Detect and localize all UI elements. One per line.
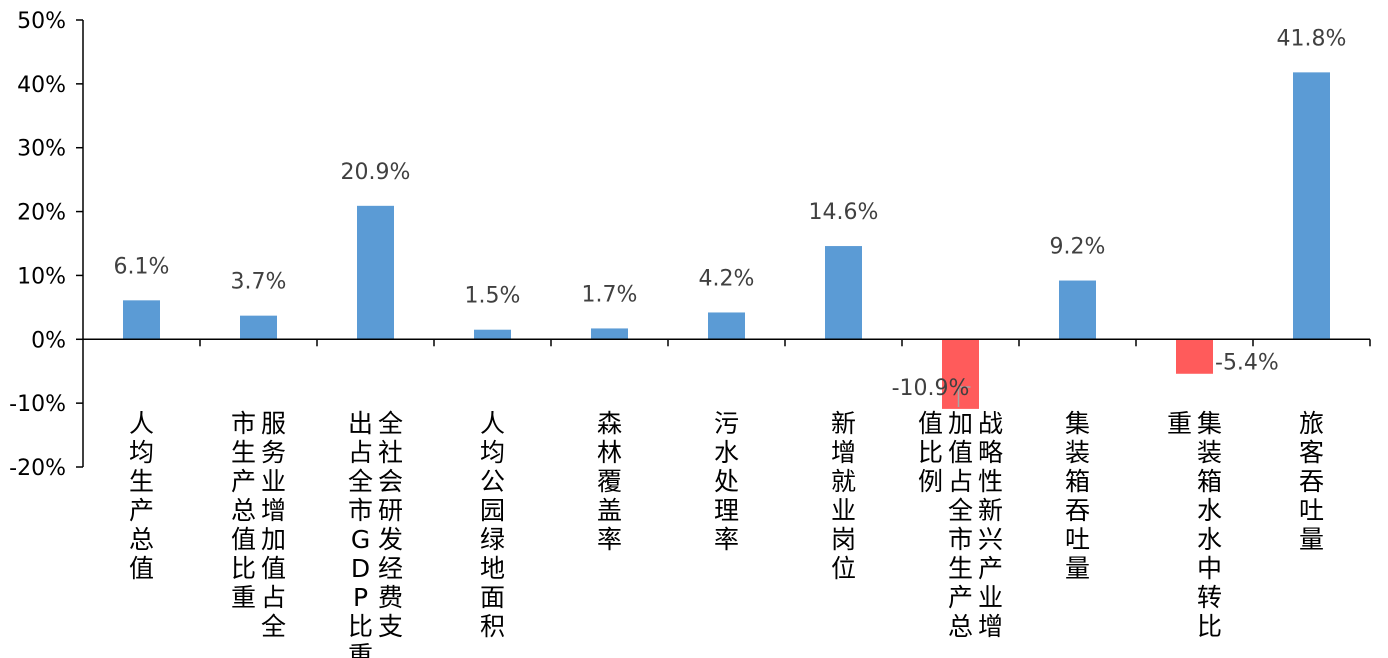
bars [123, 72, 1330, 409]
bar [474, 329, 511, 340]
y-tick-label: 20% [17, 201, 66, 226]
bar [357, 205, 394, 340]
data-label: 14.6% [809, 200, 879, 225]
data-label: -10.9% [892, 376, 970, 401]
bar [825, 246, 862, 340]
category-label-line: 污水处理率 [714, 409, 739, 554]
category-label-line: 旅客吞吐量 [1299, 409, 1324, 554]
y-tick-label: 40% [17, 73, 66, 98]
data-label: 1.5% [465, 284, 521, 309]
data-labels: 6.1% 3.7% 20.9% 1.5% 1.7% 4.2% 14.6% -10.9% 9.2%… [114, 26, 1347, 407]
y-tick-label: -10% [9, 392, 66, 417]
category-label-line: 全社会研发经费支 [378, 409, 403, 641]
data-label: 4.2% [699, 266, 755, 291]
category-label: 新增就业岗位 [831, 409, 856, 583]
data-label: 20.9% [341, 160, 411, 185]
category-label-line: 人均公园绿地面积 [480, 409, 505, 641]
category-label: 集装箱吞吐量 [1065, 409, 1090, 583]
category-label: 人均公园绿地面积 [480, 409, 505, 641]
category-label-line: 森林覆盖率 [597, 409, 622, 554]
category-label-line: 出占全市 G D P 比重 [348, 409, 373, 658]
data-label: 41.8% [1277, 26, 1347, 51]
y-tick-label: -20% [9, 456, 66, 481]
x-axis [83, 338, 1371, 347]
data-label: 3.7% [231, 270, 287, 295]
category-label: 旅客吞吐量 [1299, 409, 1324, 554]
data-label: 1.7% [582, 282, 638, 307]
y-tick-label: 50% [17, 9, 66, 34]
category-label-line: 服务业增加值占全 [261, 409, 286, 641]
data-label: 6.1% [114, 254, 170, 279]
category-label-line: 集装箱吞吐量 [1065, 409, 1090, 583]
bar [708, 312, 745, 340]
y-tick-label: 0% [31, 328, 66, 353]
category-label-line: 重 [1167, 409, 1192, 438]
y-axis: 50% 40% 30% 20% 10% 0% -10% -20% [9, 9, 84, 481]
bar [1059, 280, 1096, 340]
data-label: 9.2% [1050, 235, 1106, 260]
bar [123, 300, 160, 340]
data-label: -5.4% [1215, 350, 1279, 375]
category-label: 森林覆盖率 [597, 409, 622, 554]
category-label: 污水处理率 [714, 409, 739, 554]
category-label-line: 新增就业岗位 [831, 409, 856, 583]
bar [942, 339, 979, 409]
bar [1176, 339, 1213, 374]
y-tick-label: 10% [17, 264, 66, 289]
bar [591, 328, 628, 340]
category-label-line: 加值占全市生产总 [948, 409, 973, 641]
category-label: 人均生产总值 [129, 409, 154, 583]
bar [1293, 72, 1330, 340]
category-label-line: 值比例 [918, 409, 943, 496]
leader-line [957, 386, 971, 407]
category-label-line: 战略性新兴产业增 [978, 409, 1003, 641]
category-label-line: 市生产总值比重 [231, 409, 256, 612]
y-tick-label: 30% [17, 137, 66, 162]
bar [240, 315, 277, 340]
category-label-line: 人均生产总值 [129, 409, 154, 583]
category-label-line: 集装箱水水中转比 [1197, 409, 1222, 641]
